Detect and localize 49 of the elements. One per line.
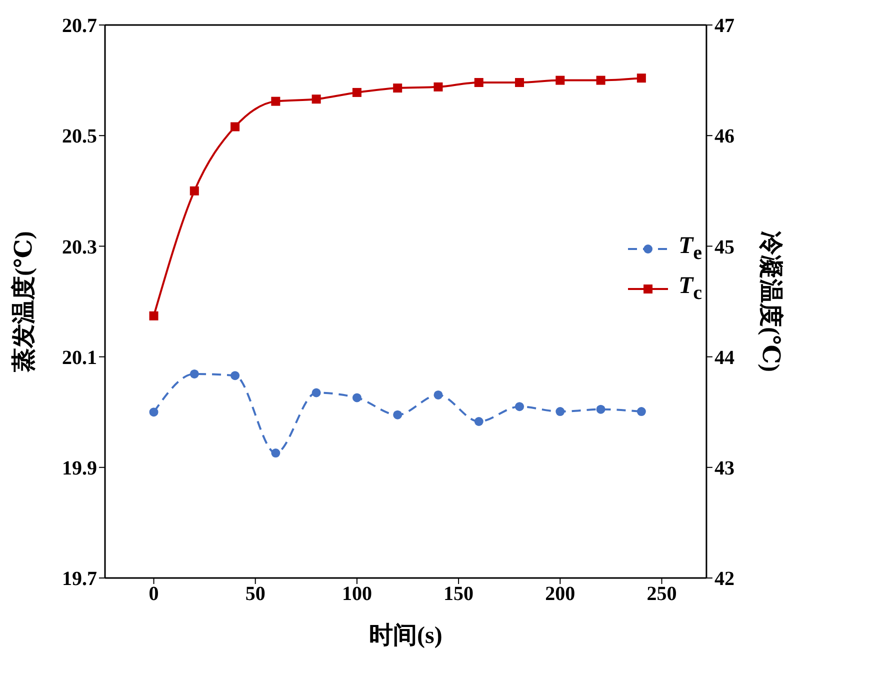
point [190, 369, 199, 378]
point [474, 78, 484, 88]
y2-tick-label: 45 [714, 236, 734, 258]
point [352, 88, 362, 97]
point [556, 407, 565, 416]
y-tick-label: 20.5 [62, 126, 97, 148]
x-tick-label: 250 [646, 583, 677, 606]
y2-tick-label: 47 [714, 15, 734, 38]
y-tick-label: 20.7 [62, 15, 97, 38]
point [271, 96, 280, 106]
point [149, 311, 158, 320]
y2-tick-label: 43 [714, 458, 734, 480]
point [312, 388, 321, 398]
x-tick-label: 200 [545, 583, 576, 606]
point [393, 410, 402, 420]
y-tick-label: 20.1 [62, 346, 97, 369]
x-tick-label: 150 [444, 583, 474, 606]
y2-axis-title: 冷凝温度(℃) [756, 231, 784, 372]
x-tick-label: 50 [245, 583, 266, 606]
point [149, 408, 158, 417]
x-axis-title: 时间(s) [369, 622, 442, 649]
point [230, 122, 240, 132]
y-tick-label: 19.9 [62, 458, 97, 480]
y-tick-label: 20.3 [62, 236, 97, 258]
y2-tick-label: 44 [714, 346, 734, 369]
point [636, 407, 646, 416]
point [515, 402, 524, 412]
point [190, 186, 199, 196]
point [312, 94, 321, 104]
y2-tick-label: 42 [714, 568, 734, 590]
point [556, 76, 565, 85]
point [230, 371, 240, 380]
point [393, 84, 402, 93]
legend-label: T$_{e}$ [678, 233, 702, 264]
point [515, 78, 524, 88]
point [596, 76, 606, 85]
legend-label: T$_{c}$ [678, 272, 702, 304]
point [596, 404, 606, 414]
x-tick-label: 100 [342, 583, 372, 606]
point [474, 417, 484, 426]
y-axis-title: 蒸发温度(℃) [10, 231, 38, 373]
point [271, 448, 280, 458]
point [636, 74, 646, 83]
point [352, 393, 362, 402]
point [434, 82, 443, 92]
x-tick-label: 0 [148, 583, 159, 606]
point [434, 390, 443, 400]
y2-tick-label: 46 [714, 126, 734, 148]
y-tick-label: 19.7 [62, 568, 97, 590]
